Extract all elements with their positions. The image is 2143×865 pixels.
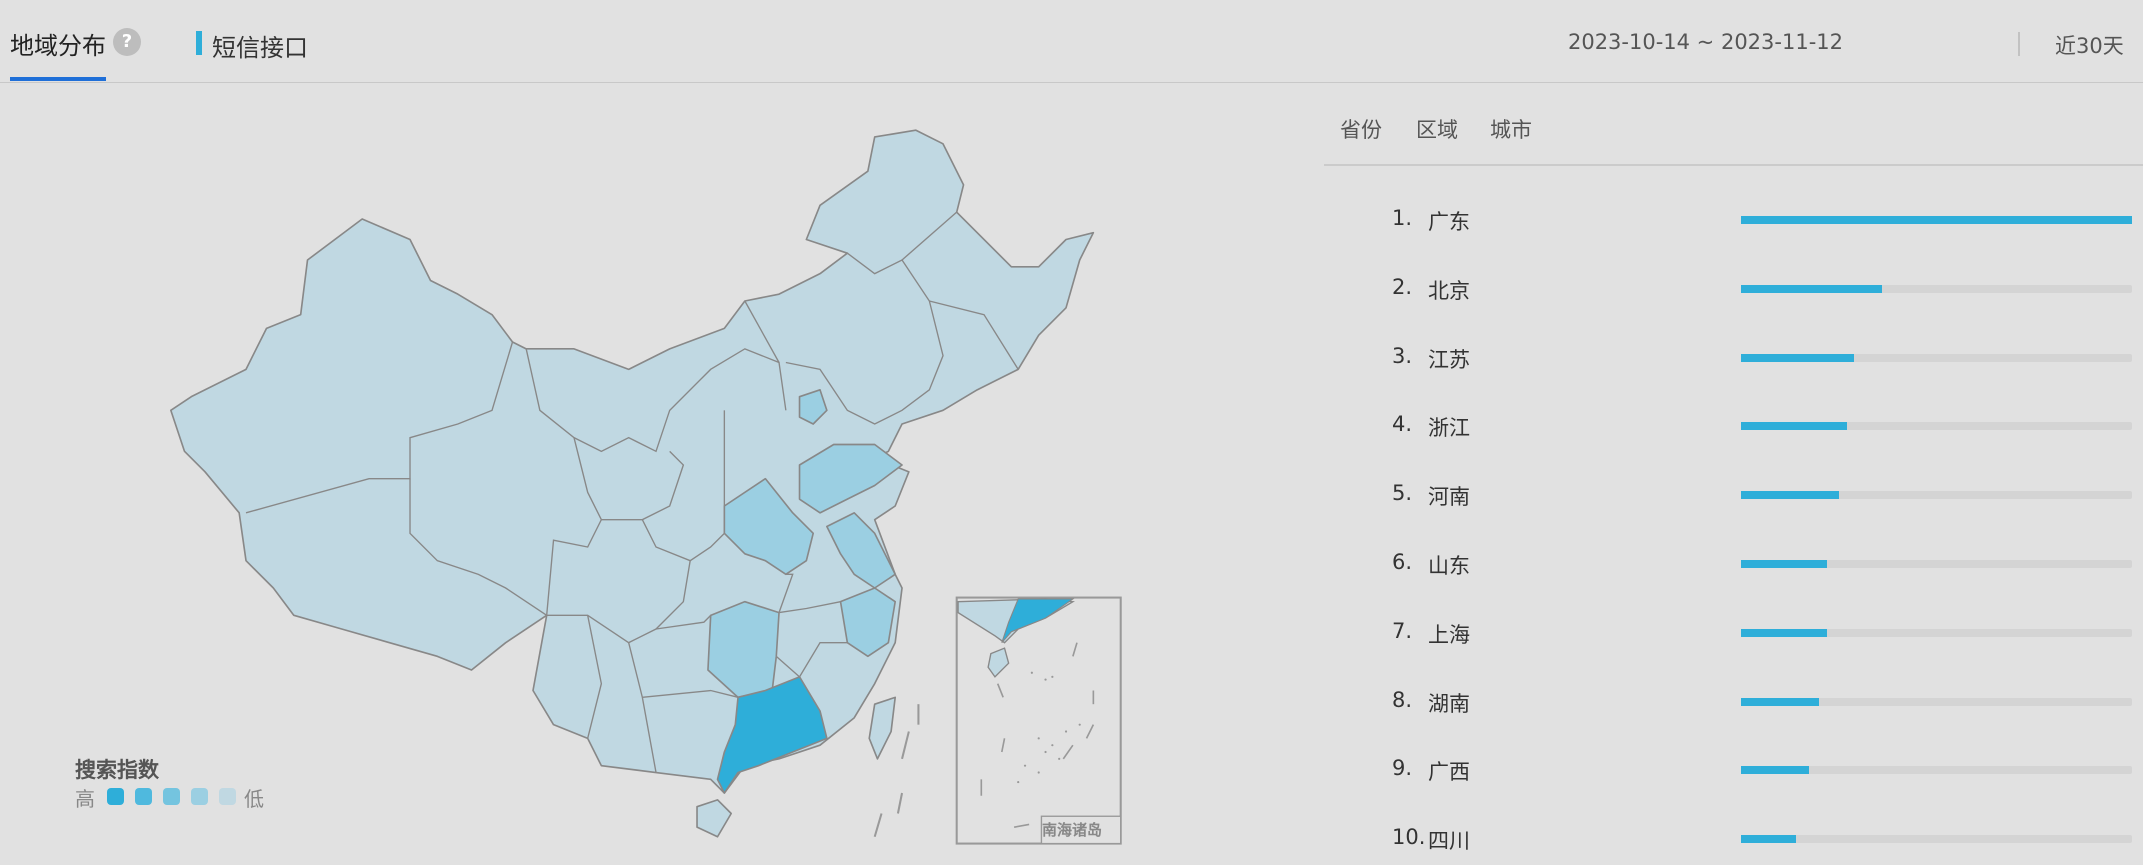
progress-track bbox=[1741, 835, 2132, 844]
south-china-sea-inset bbox=[955, 596, 1122, 845]
progress-fill bbox=[1741, 560, 1828, 568]
province-borders bbox=[245, 211, 1019, 773]
province-name: 广西 bbox=[1428, 760, 1470, 785]
map-guangdong[interactable] bbox=[716, 676, 828, 794]
map-hainan[interactable] bbox=[696, 799, 733, 838]
progress-fill bbox=[1741, 628, 1828, 637]
rank-number: 4. bbox=[1392, 412, 1413, 437]
subtab-city[interactable]: 城市 bbox=[1490, 118, 1532, 142]
legend-low-label: 低 bbox=[244, 787, 264, 811]
province-name: 上海 bbox=[1428, 622, 1470, 647]
legend-swatch bbox=[219, 788, 236, 805]
legend-swatch bbox=[191, 788, 208, 805]
progress-track bbox=[1741, 697, 2132, 706]
header: 地域分布 ? 短信接口 2023-10-14 ~ 2023-11-12 近30天 bbox=[0, 0, 2143, 83]
province-name: 江苏 bbox=[1428, 347, 1470, 372]
tab-sms-interface[interactable]: 短信接口 bbox=[196, 28, 308, 63]
progress-track bbox=[1741, 766, 2132, 775]
map-china-outline[interactable] bbox=[170, 129, 1095, 794]
ranking-row[interactable]: 8. 湖南 bbox=[1390, 688, 2143, 728]
ranking-row[interactable]: 2. 北京 bbox=[1390, 275, 2143, 315]
rank-number: 3. bbox=[1392, 343, 1413, 368]
progress-track bbox=[1741, 422, 2132, 431]
rank-number: 2. bbox=[1392, 274, 1413, 299]
map-dashes bbox=[873, 704, 920, 838]
progress-fill bbox=[1741, 835, 1796, 844]
legend-title: 搜索指数 bbox=[75, 758, 159, 782]
map-hunan[interactable] bbox=[707, 600, 780, 699]
legend-swatch bbox=[107, 788, 124, 805]
legend-swatch bbox=[163, 788, 180, 805]
ranking-row[interactable]: 9. 广西 bbox=[1390, 756, 2143, 796]
progress-track bbox=[1741, 216, 2132, 224]
map-zhejiang[interactable] bbox=[839, 587, 897, 658]
progress-fill bbox=[1741, 766, 1810, 775]
divider bbox=[2018, 32, 2020, 56]
province-name: 北京 bbox=[1428, 278, 1470, 303]
legend-high-label: 高 bbox=[75, 787, 95, 811]
province-name: 山东 bbox=[1428, 554, 1470, 578]
map-beijing[interactable] bbox=[798, 389, 828, 425]
ranking-row[interactable]: 3. 江苏 bbox=[1390, 344, 2143, 384]
rank-number: 6. bbox=[1392, 550, 1413, 574]
preset-last-30-days[interactable]: 近30天 bbox=[2055, 34, 2124, 58]
map-henan[interactable] bbox=[723, 477, 815, 576]
progress-track bbox=[1741, 491, 2132, 500]
progress-fill bbox=[1741, 697, 1820, 706]
province-name: 广东 bbox=[1428, 210, 1470, 234]
map-shandong[interactable] bbox=[798, 443, 903, 514]
question-circle-icon[interactable]: ? bbox=[113, 28, 141, 56]
ranking-row[interactable]: 4. 浙江 bbox=[1390, 412, 2143, 452]
ranking-row[interactable]: 5. 河南 bbox=[1390, 481, 2143, 521]
progress-track bbox=[1741, 284, 2132, 293]
progress-fill bbox=[1741, 284, 1882, 293]
legend-swatch bbox=[135, 788, 152, 805]
subtab-province[interactable]: 省份 bbox=[1340, 118, 1382, 142]
rank-number: 10. bbox=[1392, 825, 1426, 850]
progress-fill bbox=[1741, 353, 1855, 362]
tab-region-distribution[interactable]: 地域分布 bbox=[10, 32, 106, 60]
province-name: 河南 bbox=[1428, 485, 1470, 510]
ranking-row[interactable]: 7. 上海 bbox=[1390, 619, 2143, 659]
rank-number: 5. bbox=[1392, 481, 1413, 506]
province-name: 浙江 bbox=[1428, 416, 1470, 441]
progress-track bbox=[1741, 560, 2132, 568]
active-tab-indicator bbox=[10, 77, 106, 81]
rank-number: 1. bbox=[1392, 206, 1413, 230]
map-jiangsu[interactable] bbox=[826, 512, 897, 589]
progress-fill bbox=[1741, 216, 2132, 224]
rank-number: 8. bbox=[1392, 687, 1413, 712]
ranking-row[interactable]: 6. 山东 bbox=[1390, 550, 2143, 590]
subtab-region[interactable]: 区域 bbox=[1416, 118, 1458, 142]
progress-fill bbox=[1741, 491, 1839, 500]
map-taiwan[interactable] bbox=[868, 696, 897, 760]
progress-fill bbox=[1741, 422, 1847, 431]
date-range[interactable]: 2023-10-14 ~ 2023-11-12 bbox=[1567, 30, 1843, 54]
inset-label: 南海诸岛 bbox=[1042, 821, 1103, 839]
province-name: 湖南 bbox=[1428, 691, 1470, 716]
rank-number: 7. bbox=[1392, 618, 1413, 643]
rank-number: 9. bbox=[1392, 756, 1413, 781]
ranking-row[interactable]: 1. 广东 bbox=[1390, 206, 2143, 246]
progress-track bbox=[1741, 628, 2132, 637]
subtabs: 省份 区域 城市 bbox=[1324, 114, 2143, 166]
progress-track bbox=[1741, 353, 2132, 362]
